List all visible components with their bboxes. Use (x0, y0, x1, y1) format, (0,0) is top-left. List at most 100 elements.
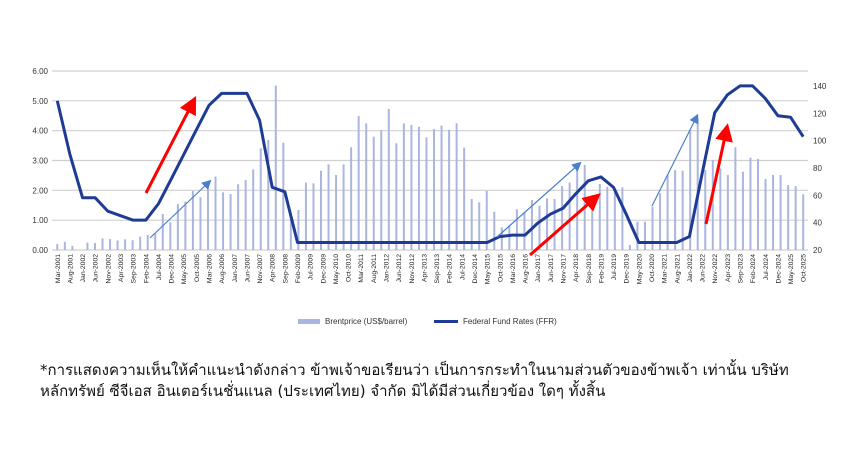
x-axis-tick-label: Mar-2001 (55, 254, 62, 283)
bar-brent (606, 186, 609, 250)
bar-brent (772, 174, 775, 250)
x-axis-tick-label: Feb-2009 (295, 254, 302, 283)
legend-label-brent: Brentprice (US$/barrel) (325, 317, 408, 326)
bar-brent (259, 148, 262, 250)
bar-brent (666, 174, 669, 250)
bar-brent (455, 123, 458, 250)
bar-brent (621, 187, 624, 250)
bar-brent (756, 158, 759, 250)
bar-brent (380, 130, 383, 250)
x-axis-tick-label: Dec-2014 (472, 254, 479, 284)
bar-brent (365, 123, 368, 250)
x-axis-tick-label: Nov-2012 (409, 254, 416, 284)
x-axis-tick-label: Oct-2020 (649, 254, 656, 282)
bar-brent (538, 205, 541, 250)
bar-brent (523, 212, 526, 250)
x-axis-tick-label: Apr-2003 (118, 254, 125, 282)
x-axis-tick-label: Sep-2003 (131, 254, 138, 284)
bar-brent (659, 193, 662, 250)
blue-trend-arrow (496, 161, 582, 238)
bar-brent (553, 199, 556, 250)
bar-brent (176, 203, 179, 250)
x-axis-tick-label: Feb-2014 (447, 254, 454, 283)
bar-brent (116, 240, 119, 250)
x-axis-tick-label: Apr-2013 (421, 254, 428, 282)
x-axis-tick-label: Oct-2010 (346, 254, 353, 282)
bar-brent (500, 227, 503, 250)
bar-brent (357, 116, 360, 250)
bar-brent (229, 193, 232, 250)
right-axis-tick-label: 120 (813, 109, 827, 118)
footnote-line-2: หลักทรัพย์ ซีจีเอส อินเตอร์เนชั่นแนล (ปร… (40, 382, 606, 400)
bar-brent (289, 215, 292, 250)
bar-brent (689, 130, 692, 250)
bar-brent (417, 126, 420, 250)
x-axis-tick-label: Oct-2025 (801, 254, 808, 282)
right-axis-tick-label: 80 (813, 164, 822, 173)
x-axis-tick-label: Jul-2004 (156, 254, 163, 280)
bar-brent (282, 142, 285, 250)
x-axis-tick-label: Oct-2015 (497, 254, 504, 282)
right-axis-tick-label: 60 (813, 191, 822, 200)
x-axis-tick-label: Sep-2023 (737, 254, 744, 284)
x-axis-tick-label: Jun-2017 (548, 254, 555, 283)
x-axis-tick-label: Apr-2008 (270, 254, 277, 282)
x-axis-tick-label: Feb-2004 (143, 254, 150, 283)
bar-brent (764, 178, 767, 250)
bar-brent (320, 170, 323, 250)
bar-brent (342, 164, 345, 250)
bar-brent (327, 164, 330, 250)
left-axis-tick-label: 3.00 (32, 157, 48, 166)
x-axis-tick-label: Jul-2009 (308, 254, 315, 280)
bar-brent (613, 191, 616, 250)
x-axis-tick-label: Dec-2004 (169, 254, 176, 284)
brent-ffr-chart: 0.00 1.00 2.00 3.00 4.00 5.00 6.00 20 40 60 80 100… (32, 67, 827, 284)
bar-brent (252, 169, 255, 250)
bar-brent (749, 157, 752, 250)
line-ffr (55, 84, 805, 245)
x-axis-tick-label: Dec-2019 (624, 254, 631, 284)
x-axis-tick-label: Nov-2017 (560, 254, 567, 284)
bar-brent (402, 123, 405, 250)
bar-brent (237, 184, 240, 250)
left-axis-tick-label: 0.00 (32, 246, 48, 255)
footnote-line-1: *การแสดงความเห็นให้คำแนะนำดังกล่าว ข้าพเ… (40, 361, 789, 379)
x-axis-tick-label: Sep-2008 (282, 254, 289, 284)
bar-brent (485, 190, 488, 250)
bar-brent (297, 209, 300, 250)
bar-brent (410, 124, 413, 250)
right-axis-tick-label: 140 (813, 82, 827, 91)
bar-brent (515, 209, 518, 250)
bar-brent (561, 186, 564, 250)
disclaimer-footnote: *การแสดงความเห็นให้คำแนะนำดังกล่าว ข้าพเ… (40, 360, 789, 402)
bar-brent (741, 171, 744, 250)
bar-brent (598, 184, 601, 250)
bar-brent (206, 184, 209, 250)
bar-brent (704, 170, 707, 250)
x-axis-tick-label: Mar-2011 (358, 254, 365, 283)
bar-brent (101, 238, 104, 250)
x-axis-tick-label: Aug-2021 (674, 254, 681, 284)
bar-brent (674, 170, 677, 250)
x-axis-tick-label: Jun-2002 (93, 254, 100, 283)
bar-brent (681, 170, 684, 250)
bar-brent (222, 192, 225, 250)
bar-brent (109, 239, 112, 250)
red-trend-arrow (529, 193, 601, 257)
bar-brent (350, 147, 353, 250)
x-axis-tick-label: Feb-2024 (750, 254, 757, 283)
bar-brent (726, 174, 729, 250)
left-axis-tick-label: 1.00 (32, 216, 48, 225)
bar-brent (433, 129, 436, 250)
x-axis-tick-label: Dec-2009 (320, 254, 327, 284)
x-axis-tick-label: Jan-2012 (384, 254, 391, 283)
left-axis-tick-label: 2.00 (32, 186, 48, 195)
bar-brent (154, 233, 157, 250)
bar-brent (696, 118, 699, 250)
bar-brent (493, 211, 496, 250)
bar-brent (199, 197, 202, 250)
bar-brent (372, 136, 375, 250)
x-axis-tick-label: Jul-2019 (611, 254, 618, 280)
bar-brent (131, 240, 134, 250)
bar-brent (86, 242, 89, 250)
